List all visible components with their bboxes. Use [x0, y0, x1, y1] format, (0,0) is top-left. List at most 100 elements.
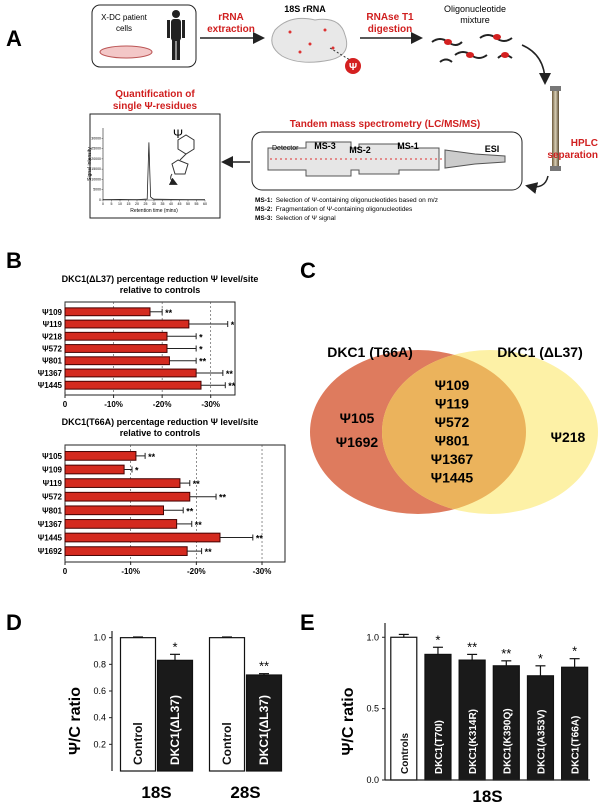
- column-fitting: [550, 86, 561, 91]
- ms-part: ESI: [485, 144, 500, 154]
- x-tick-label: 45: [178, 202, 182, 206]
- column-fitting: [550, 166, 561, 171]
- venn-set-label: DKC1 (ΔL37): [497, 344, 583, 360]
- bar-label: Control: [220, 722, 234, 765]
- venn: DKC1 (T66A) DKC1 (ΔL37) Ψ105 Ψ1692 Ψ109 Ψ119 Ψ…: [310, 344, 598, 514]
- venn-item: Ψ801: [435, 433, 470, 449]
- arrow: [525, 175, 549, 194]
- venn-item: Ψ105: [340, 410, 375, 426]
- significance: **: [259, 659, 269, 674]
- y-tick-label: Ψ119: [43, 479, 63, 488]
- chart-title: relative to controls: [120, 428, 201, 438]
- y-tick-label: Ψ572: [42, 493, 62, 502]
- significance: **: [228, 381, 236, 391]
- y-axis-label: Ψ/C ratio: [67, 687, 84, 755]
- bar: [64, 344, 168, 353]
- ms-notes: MS-1: Selection of Ψ-containing oligonucl…: [255, 197, 438, 204]
- significance: *: [231, 320, 235, 330]
- y-tick-label: Ψ1367: [38, 520, 63, 529]
- cells-label: cells: [116, 24, 132, 33]
- panel-label: E: [300, 610, 315, 635]
- venn-item: Ψ1367: [431, 451, 474, 467]
- ms-instrument: [267, 141, 440, 177]
- molecule: [168, 134, 195, 185]
- oligos: [431, 34, 513, 63]
- note-text: Selection of Ψ-containing oligonucleotid…: [276, 197, 438, 204]
- x-tick-label: -10%: [104, 400, 123, 409]
- step-label: digestion: [368, 24, 412, 35]
- x-tick-label: 15: [127, 202, 131, 206]
- y-tick-label: 10000: [91, 177, 101, 181]
- y-tick-label: 0.5: [366, 704, 379, 714]
- bar-label: DKC1(ΔL37): [257, 695, 271, 765]
- significance: *: [199, 345, 203, 355]
- y-tick-label: 25000: [91, 147, 101, 151]
- x-tick-label: -10%: [121, 567, 140, 576]
- x-tick-label: 0: [63, 400, 68, 409]
- bar-label: Control: [131, 722, 145, 765]
- ms-part: Detector: [272, 145, 299, 152]
- panel-label: D: [6, 610, 22, 635]
- significance: *: [435, 632, 440, 647]
- significance: *: [199, 332, 203, 342]
- bar: [64, 331, 168, 341]
- y-tick-label: 20000: [91, 157, 101, 161]
- note-text: Fragmentation of Ψ-containing oligonucle…: [276, 206, 413, 213]
- y-tick-label: Ψ109: [42, 308, 62, 317]
- signal-line: [102, 142, 206, 201]
- oligo-label: Oligonucleotide: [444, 4, 506, 14]
- hplc-column: [552, 88, 559, 168]
- venn-overlap: [382, 350, 526, 514]
- significance: **: [256, 534, 264, 544]
- ms-notes: MS-2: Fragmentation of Ψ-containing oligo…: [255, 206, 413, 213]
- step-label: rRNA: [218, 12, 244, 23]
- x-tick-label: 40: [169, 202, 173, 206]
- y-tick-label: 5000: [93, 188, 101, 192]
- bar: [64, 505, 165, 516]
- y-tick-label: Ψ1367: [38, 369, 63, 378]
- bar: [64, 532, 221, 543]
- significance: **: [193, 479, 201, 489]
- x-tick-label: 25: [144, 202, 148, 206]
- esi-needle: [444, 149, 506, 169]
- bar-label: DKC1(K390Q): [502, 708, 513, 774]
- x-tick-label: 30: [152, 202, 156, 206]
- significance: **: [226, 369, 234, 379]
- significance: **: [205, 547, 213, 557]
- oligo-label: mixture: [460, 15, 490, 25]
- x-axis-label: Retention time (mins): [130, 208, 178, 214]
- y-tick-label: Ψ1445: [38, 534, 63, 543]
- chart-title: relative to controls: [120, 285, 201, 295]
- bar-label: Controls: [400, 732, 411, 774]
- panel-label: A: [6, 26, 22, 51]
- y-tick-label: Ψ801: [42, 506, 62, 515]
- significance: **: [186, 506, 194, 516]
- quant-title: single Ψ-residues: [113, 101, 198, 112]
- y-tick-label: Ψ119: [43, 320, 63, 329]
- y-tick-label: Ψ801: [42, 357, 62, 366]
- bar: [64, 464, 125, 475]
- venn-item: Ψ119: [435, 396, 469, 412]
- y-axis-label: Signal intensity: [87, 147, 93, 181]
- bar-label: DKC1(K314R): [468, 709, 479, 774]
- bar: [64, 307, 151, 317]
- significance: **: [199, 357, 207, 367]
- step-label: HPLC: [571, 138, 598, 149]
- x-tick-label: 20: [135, 202, 139, 206]
- ms-part: MS-3: [314, 141, 336, 151]
- y-tick-label: 1.0: [366, 632, 379, 642]
- ribosome: [271, 17, 348, 63]
- venn-item: Ψ1692: [336, 434, 379, 450]
- y-tick-label: Ψ218: [42, 332, 62, 341]
- note-text: Selection of Ψ signal: [276, 215, 337, 222]
- plot-frame: [64, 444, 286, 563]
- bar: [64, 380, 202, 390]
- venn-item: Ψ572: [435, 414, 470, 430]
- bar: [156, 659, 194, 772]
- x-tick-label: 60: [203, 202, 207, 206]
- x-tick-label: -20%: [153, 400, 172, 409]
- y-tick-label: 0.4: [93, 713, 106, 723]
- ms-notes: MS-3: Selection of Ψ signal: [255, 215, 336, 222]
- y-tick-label: 30000: [91, 136, 101, 140]
